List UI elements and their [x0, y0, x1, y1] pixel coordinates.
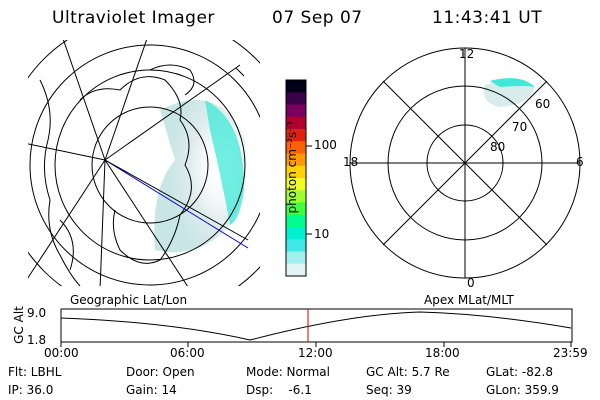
colorbar-tick-10: 10 — [314, 227, 330, 241]
time-tick-0600: 06:00 — [170, 346, 205, 360]
colorbar-swatch — [286, 227, 306, 240]
time-tick-1800: 18:00 — [425, 346, 460, 360]
dsp-info: Dsp: -6.1 — [246, 383, 312, 397]
mlat-label-70: 70 — [512, 120, 528, 134]
ip-info: IP: 36.0 — [8, 383, 54, 397]
colorbar-swatch — [286, 165, 306, 179]
mlat-label-60: 60 — [535, 97, 551, 111]
glat-info: GLat: -82.8 — [486, 365, 553, 379]
colorbar-swatch — [286, 239, 306, 252]
colorbar-swatch — [286, 92, 306, 105]
alt-tick-low: 1.8 — [27, 333, 47, 347]
mlt-label-18: 18 — [343, 155, 359, 169]
colorbar-tick-100: 100 — [314, 138, 337, 152]
colorbar-swatch — [286, 202, 306, 216]
mlt-label-0: 0 — [467, 276, 475, 290]
time-tick-2359: 23:59 — [553, 346, 588, 360]
glon-info: GLon: 359.9 — [486, 383, 559, 397]
instrument-title: Ultraviolet Imager — [52, 8, 215, 28]
aurora-region-polar — [484, 80, 535, 107]
geographic-map — [28, 40, 260, 286]
colorbar-unit-label: photon cm⁻²s⁻¹ — [285, 120, 299, 214]
mlt-label-6: 6 — [576, 155, 584, 169]
time-tick-1200: 12:00 — [298, 346, 333, 360]
mlat-label-80: 80 — [490, 140, 506, 154]
colorbar-swatch — [286, 214, 306, 228]
colorbar-swatch — [286, 141, 306, 154]
colorbar-swatch — [286, 263, 306, 277]
gc-alt-info: GC Alt: 5.7 Re — [366, 365, 450, 379]
colorbar-swatch — [286, 80, 306, 93]
colorbar-swatch — [286, 153, 306, 167]
apex-label: Apex MLat/MLT — [424, 293, 514, 307]
door-info: Door: Open — [126, 365, 195, 379]
colorbar-swatch — [286, 116, 306, 130]
mode-info: Mode: Normal — [246, 365, 330, 379]
altitude-timeline — [60, 308, 573, 347]
gc-alt-axis-label: GC Alt — [12, 306, 26, 344]
colorbar-swatch — [286, 251, 306, 265]
alt-tick-high: 9.0 — [27, 306, 47, 320]
mlt-label-12: 12 — [459, 47, 475, 61]
colorbar-swatch — [286, 129, 306, 142]
colorbar-swatch — [286, 190, 306, 203]
geographic-label: Geographic Lat/Lon — [70, 293, 188, 307]
date-label: 07 Sep 07 — [272, 8, 363, 28]
time-tick-0000: 00:00 — [44, 346, 79, 360]
seq-info: Seq: 39 — [366, 383, 412, 397]
colorbar-swatch — [286, 178, 306, 191]
polar-mlat-mlt-plot — [349, 47, 581, 279]
colorbar-swatch — [286, 104, 306, 118]
gain-info: Gain: 14 — [126, 383, 177, 397]
time-label: 11:43:41 UT — [432, 8, 543, 28]
filter-info: Flt: LBHL — [8, 365, 62, 379]
colorbar — [285, 79, 312, 277]
